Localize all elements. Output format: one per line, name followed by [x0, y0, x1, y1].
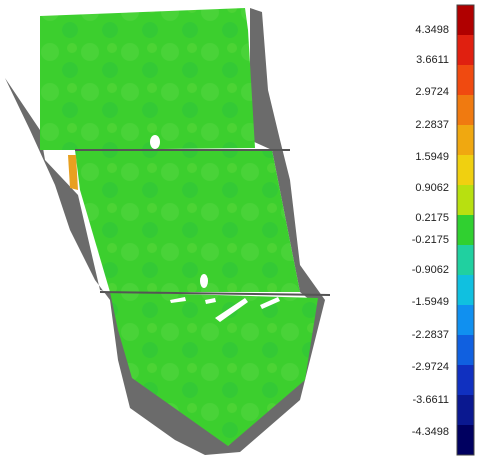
color-band: [457, 395, 474, 426]
color-band: [457, 305, 474, 336]
seams: [75, 149, 331, 296]
colorbar-label: -2.2837: [412, 329, 449, 341]
color-band: [457, 5, 474, 36]
color-band: [457, 245, 474, 276]
color-band: [457, 275, 474, 306]
color-band: [457, 335, 474, 366]
colorbar-label: -0.2175: [412, 234, 449, 246]
colorbar-label: -3.6611: [413, 394, 450, 406]
surface-top: [40, 8, 255, 150]
colorbar-frame: [456, 4, 475, 456]
colorbar-label: 3.6611: [416, 54, 449, 66]
colorbar-label: -4.3498: [412, 426, 449, 438]
colorbar-label: -2.9724: [412, 361, 449, 373]
edge-orange: [68, 155, 78, 190]
surface-bottom: [110, 292, 318, 446]
colorbar-label: 0.9062: [415, 182, 449, 194]
color-band: [457, 425, 474, 456]
colorbar-label: 2.2837: [415, 119, 449, 131]
color-band: [457, 185, 474, 216]
surface-middle: [75, 150, 300, 292]
color-band: [457, 35, 474, 66]
scan-surface: [5, 8, 331, 455]
colorbar-label: 1.5949: [415, 151, 449, 163]
colorbar-label: -0.9062: [412, 264, 449, 276]
color-band: [457, 215, 474, 246]
color-band: [457, 155, 474, 186]
colorbar-label: 2.9724: [415, 86, 449, 98]
holes: [150, 135, 280, 322]
color-band: [457, 95, 474, 126]
colorbar: 4.3498 3.6611 2.9724 2.2837 1.5949 0.9062 0.21…: [412, 4, 475, 456]
colorbar-label: 4.3498: [415, 24, 449, 36]
color-band: [457, 125, 474, 156]
color-band: [457, 365, 474, 396]
colorbar-label: 0.2175: [415, 212, 449, 224]
color-band: [457, 65, 474, 96]
colorbar-label: -1.5949: [412, 296, 449, 308]
